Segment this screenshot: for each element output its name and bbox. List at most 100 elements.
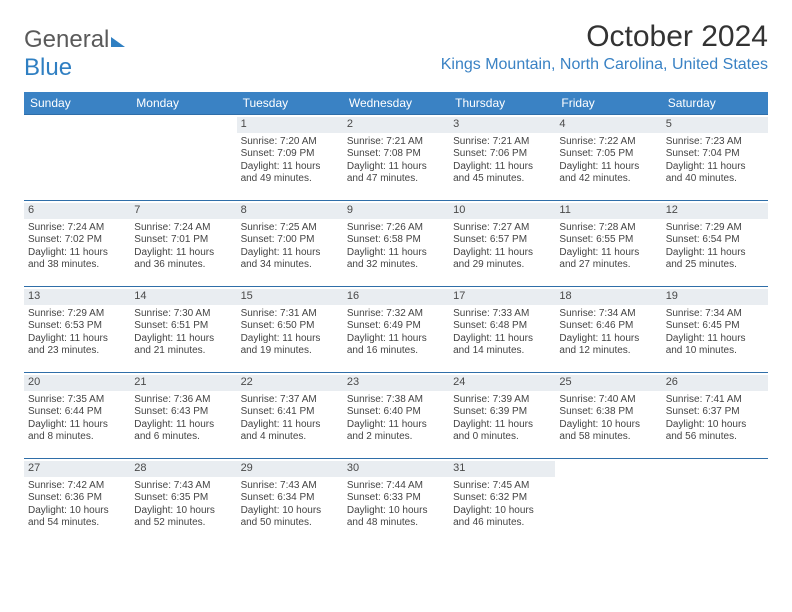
calendar-day-cell: 8Sunrise: 7:25 AMSunset: 7:00 PMDaylight…: [237, 201, 343, 287]
sunrise-line: Sunrise: 7:31 AM: [241, 308, 339, 321]
calendar-day-cell: 27Sunrise: 7:42 AMSunset: 6:36 PMDayligh…: [24, 459, 130, 545]
sunrise-line: Sunrise: 7:42 AM: [28, 480, 126, 493]
calendar-day-cell: 1Sunrise: 7:20 AMSunset: 7:09 PMDaylight…: [237, 115, 343, 201]
sunset-line: Sunset: 6:55 PM: [559, 234, 657, 247]
daylight-line: Daylight: 11 hours and 38 minutes.: [28, 247, 126, 272]
day-number: 10: [449, 203, 555, 219]
daylight-line: Daylight: 10 hours and 58 minutes.: [559, 419, 657, 444]
weekday-header: Thursday: [449, 92, 555, 115]
sunrise-line: Sunrise: 7:41 AM: [666, 394, 764, 407]
calendar-day-cell: 10 Sunrise: 7:27 AMSunset: 6:57 PMDayligh…: [449, 201, 555, 287]
sunset-line: Sunset: 6:33 PM: [347, 492, 445, 505]
sunset-line: Sunset: 6:48 PM: [453, 320, 551, 333]
sunset-line: Sunset: 6:49 PM: [347, 320, 445, 333]
daylight-line: Daylight: 11 hours and 29 minutes.: [453, 247, 551, 272]
day-number: 14: [130, 289, 236, 305]
calendar-day-cell: 5Sunrise: 7:23 AMSunset: 7:04 PMDaylight…: [662, 115, 768, 201]
day-number: 7: [130, 203, 236, 219]
page-header: General Blue October 2024 Kings Mountain…: [24, 20, 768, 82]
month-title: October 2024: [441, 20, 768, 54]
day-number: 15: [237, 289, 343, 305]
weekday-row: SundayMondayTuesdayWednesdayThursdayFrid…: [24, 92, 768, 115]
daylight-line: Daylight: 10 hours and 56 minutes.: [666, 419, 764, 444]
sunrise-line: Sunrise: 7:34 AM: [559, 308, 657, 321]
calendar-day-cell: 4Sunrise: 7:22 AMSunset: 7:05 PMDaylight…: [555, 115, 661, 201]
weekday-header: Sunday: [24, 92, 130, 115]
daylight-line: Daylight: 10 hours and 46 minutes.: [453, 505, 551, 530]
sunrise-line: Sunrise: 7:35 AM: [28, 394, 126, 407]
calendar-empty-cell: [24, 115, 130, 201]
calendar-head: SundayMondayTuesdayWednesdayThursdayFrid…: [24, 92, 768, 115]
weekday-header: Monday: [130, 92, 236, 115]
sunset-line: Sunset: 6:53 PM: [28, 320, 126, 333]
sunset-line: Sunset: 6:44 PM: [28, 406, 126, 419]
sunrise-line: Sunrise: 7:26 AM: [347, 222, 445, 235]
sunrise-line: Sunrise: 7:44 AM: [347, 480, 445, 493]
calendar-empty-cell: [555, 459, 661, 545]
sunrise-line: Sunrise: 7:43 AM: [134, 480, 232, 493]
day-number: 24: [449, 375, 555, 391]
calendar-day-cell: 11Sunrise: 7:28 AMSunset: 6:55 PMDayligh…: [555, 201, 661, 287]
daylight-line: Daylight: 10 hours and 50 minutes.: [241, 505, 339, 530]
calendar-page: General Blue October 2024 Kings Mountain…: [0, 0, 792, 565]
daylight-line: Daylight: 11 hours and 27 minutes.: [559, 247, 657, 272]
calendar-day-cell: 7Sunrise: 7:24 AMSunset: 7:01 PMDaylight…: [130, 201, 236, 287]
daylight-line: Daylight: 11 hours and 32 minutes.: [347, 247, 445, 272]
sunrise-line: Sunrise: 7:34 AM: [666, 308, 764, 321]
sunset-line: Sunset: 6:58 PM: [347, 234, 445, 247]
daylight-line: Daylight: 11 hours and 36 minutes.: [134, 247, 232, 272]
calendar-day-cell: 6Sunrise: 7:24 AMSunset: 7:02 PMDaylight…: [24, 201, 130, 287]
daylight-line: Daylight: 11 hours and 49 minutes.: [241, 161, 339, 186]
daylight-line: Daylight: 11 hours and 23 minutes.: [28, 333, 126, 358]
sunset-line: Sunset: 7:08 PM: [347, 148, 445, 161]
calendar-day-cell: 12Sunrise: 7:29 AMSunset: 6:54 PMDayligh…: [662, 201, 768, 287]
sunrise-line: Sunrise: 7:22 AM: [559, 136, 657, 149]
day-number: 25: [555, 375, 661, 391]
calendar-day-cell: 30Sunrise: 7:44 AMSunset: 6:33 PMDayligh…: [343, 459, 449, 545]
daylight-line: Daylight: 11 hours and 42 minutes.: [559, 161, 657, 186]
calendar-body: 1Sunrise: 7:20 AMSunset: 7:09 PMDaylight…: [24, 115, 768, 545]
sunrise-line: Sunrise: 7:27 AM: [453, 222, 551, 235]
sunrise-line: Sunrise: 7:28 AM: [559, 222, 657, 235]
calendar-day-cell: 26Sunrise: 7:41 AMSunset: 6:37 PMDayligh…: [662, 373, 768, 459]
sunset-line: Sunset: 6:50 PM: [241, 320, 339, 333]
daylight-line: Daylight: 11 hours and 47 minutes.: [347, 161, 445, 186]
brand-logo: General Blue: [24, 26, 125, 82]
sunset-line: Sunset: 6:35 PM: [134, 492, 232, 505]
calendar-day-cell: 18Sunrise: 7:34 AMSunset: 6:46 PMDayligh…: [555, 287, 661, 373]
title-block: October 2024 Kings Mountain, North Carol…: [441, 20, 768, 74]
day-number: 23: [343, 375, 449, 391]
sunset-line: Sunset: 7:02 PM: [28, 234, 126, 247]
daylight-line: Daylight: 11 hours and 6 minutes.: [134, 419, 232, 444]
calendar-week-row: 1Sunrise: 7:20 AMSunset: 7:09 PMDaylight…: [24, 115, 768, 201]
calendar-day-cell: 28Sunrise: 7:43 AMSunset: 6:35 PMDayligh…: [130, 459, 236, 545]
day-number: 12: [662, 203, 768, 219]
sunrise-line: Sunrise: 7:23 AM: [666, 136, 764, 149]
sunset-line: Sunset: 6:38 PM: [559, 406, 657, 419]
day-number: 17: [449, 289, 555, 305]
sunset-line: Sunset: 6:51 PM: [134, 320, 232, 333]
daylight-line: Daylight: 10 hours and 54 minutes.: [28, 505, 126, 530]
sunrise-line: Sunrise: 7:21 AM: [347, 136, 445, 149]
calendar-day-cell: 2Sunrise: 7:21 AMSunset: 7:08 PMDaylight…: [343, 115, 449, 201]
day-number: 28: [130, 461, 236, 477]
sunset-line: Sunset: 6:43 PM: [134, 406, 232, 419]
daylight-line: Daylight: 11 hours and 4 minutes.: [241, 419, 339, 444]
calendar-day-cell: 22Sunrise: 7:37 AMSunset: 6:41 PMDayligh…: [237, 373, 343, 459]
sunset-line: Sunset: 6:57 PM: [453, 234, 551, 247]
sunset-line: Sunset: 6:39 PM: [453, 406, 551, 419]
sunset-line: Sunset: 6:32 PM: [453, 492, 551, 505]
sunset-line: Sunset: 7:09 PM: [241, 148, 339, 161]
calendar-day-cell: 9Sunrise: 7:26 AMSunset: 6:58 PMDaylight…: [343, 201, 449, 287]
sunset-line: Sunset: 6:40 PM: [347, 406, 445, 419]
day-number: 6: [24, 203, 130, 219]
daylight-line: Daylight: 11 hours and 19 minutes.: [241, 333, 339, 358]
brand-triangle-icon: [111, 37, 125, 47]
sunset-line: Sunset: 7:04 PM: [666, 148, 764, 161]
sunrise-line: Sunrise: 7:20 AM: [241, 136, 339, 149]
day-number: 16: [343, 289, 449, 305]
brand-part1: General: [24, 26, 109, 53]
sunset-line: Sunset: 6:45 PM: [666, 320, 764, 333]
calendar-day-cell: 25Sunrise: 7:40 AMSunset: 6:38 PMDayligh…: [555, 373, 661, 459]
calendar-day-cell: 24Sunrise: 7:39 AMSunset: 6:39 PMDayligh…: [449, 373, 555, 459]
